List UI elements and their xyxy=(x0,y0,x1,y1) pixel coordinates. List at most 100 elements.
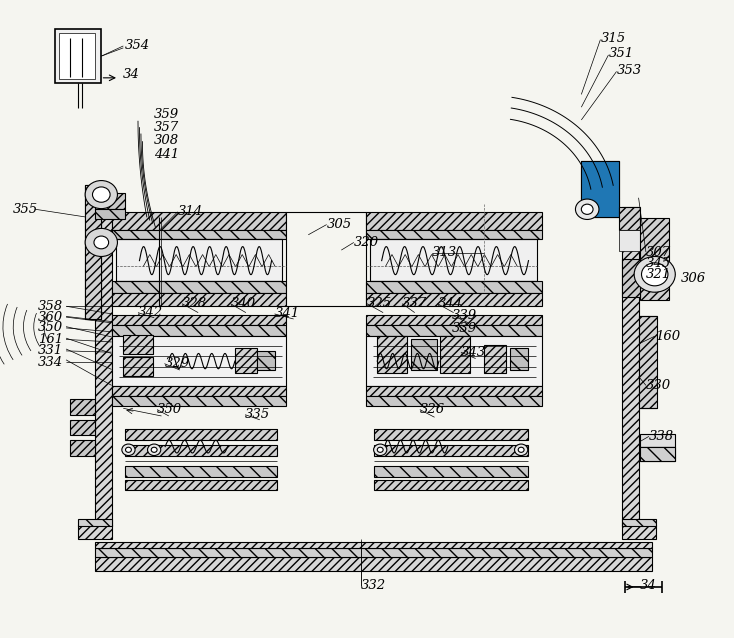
Bar xyxy=(366,315,542,325)
Text: 341: 341 xyxy=(275,308,299,320)
Text: 344: 344 xyxy=(437,297,462,310)
Circle shape xyxy=(94,236,109,249)
Bar xyxy=(112,315,286,325)
Circle shape xyxy=(642,263,668,286)
Text: 161: 161 xyxy=(38,333,63,346)
Bar xyxy=(95,209,125,219)
Circle shape xyxy=(85,181,117,209)
Bar xyxy=(411,339,437,370)
Bar xyxy=(370,239,537,281)
Text: 355: 355 xyxy=(13,203,38,216)
Text: 329: 329 xyxy=(164,357,189,370)
Bar xyxy=(85,185,101,319)
Circle shape xyxy=(581,204,593,214)
Text: 325: 325 xyxy=(367,297,392,310)
Circle shape xyxy=(374,444,387,456)
Bar xyxy=(374,429,528,440)
Circle shape xyxy=(151,447,157,452)
Circle shape xyxy=(515,444,528,456)
Text: 350: 350 xyxy=(157,403,182,416)
Text: 353: 353 xyxy=(617,64,642,77)
Bar xyxy=(85,185,101,319)
Bar xyxy=(125,466,277,477)
Bar xyxy=(257,351,275,370)
Text: 351: 351 xyxy=(608,47,633,60)
Text: 313: 313 xyxy=(432,246,457,259)
Bar xyxy=(440,336,470,373)
Circle shape xyxy=(92,187,110,202)
Text: 308: 308 xyxy=(154,134,179,147)
Text: 358: 358 xyxy=(38,300,63,313)
Bar xyxy=(619,230,640,251)
Bar xyxy=(112,396,286,406)
Bar xyxy=(377,336,407,373)
Text: 330: 330 xyxy=(646,379,671,392)
Bar xyxy=(112,293,286,306)
Bar xyxy=(619,207,640,230)
Bar xyxy=(366,230,542,239)
Bar xyxy=(581,161,619,198)
Text: 328: 328 xyxy=(182,297,207,310)
Text: 342: 342 xyxy=(138,306,163,319)
Bar xyxy=(366,386,542,396)
Text: 332: 332 xyxy=(361,579,386,592)
Text: 34: 34 xyxy=(123,68,140,80)
Circle shape xyxy=(85,228,117,256)
Text: 345: 345 xyxy=(646,257,671,270)
Text: 305: 305 xyxy=(327,218,352,231)
Text: 337: 337 xyxy=(402,297,427,310)
Bar xyxy=(95,193,125,209)
Text: 354: 354 xyxy=(125,40,150,52)
Text: 320: 320 xyxy=(354,236,379,249)
Bar xyxy=(125,480,277,490)
Bar xyxy=(78,525,112,539)
Text: 441: 441 xyxy=(154,148,179,161)
Bar xyxy=(112,212,286,230)
Bar xyxy=(640,447,675,461)
Bar xyxy=(112,336,286,386)
Bar xyxy=(112,281,286,293)
Circle shape xyxy=(148,444,161,456)
Bar xyxy=(366,212,542,230)
Bar xyxy=(112,230,286,239)
Text: 339: 339 xyxy=(452,309,477,322)
Bar xyxy=(581,161,619,217)
Text: 357: 357 xyxy=(154,121,179,134)
Text: 359: 359 xyxy=(154,108,179,121)
Bar xyxy=(55,29,101,83)
Bar xyxy=(235,348,257,373)
Bar xyxy=(125,445,277,456)
Circle shape xyxy=(126,447,131,452)
Circle shape xyxy=(377,447,383,452)
Bar xyxy=(95,207,112,526)
Bar xyxy=(125,429,277,440)
Bar xyxy=(112,386,286,396)
Bar xyxy=(640,434,675,447)
Bar xyxy=(640,218,669,300)
Bar xyxy=(366,325,542,336)
Bar xyxy=(78,519,112,526)
Text: 306: 306 xyxy=(681,272,706,285)
Text: 335: 335 xyxy=(245,408,270,421)
Bar xyxy=(366,293,542,306)
Bar xyxy=(366,396,542,406)
Bar xyxy=(95,542,652,548)
Bar xyxy=(59,33,95,79)
Text: 339: 339 xyxy=(452,322,477,335)
Bar xyxy=(374,445,528,456)
Text: 340: 340 xyxy=(230,297,255,310)
Bar xyxy=(622,519,656,526)
Text: 360: 360 xyxy=(38,311,63,323)
Bar xyxy=(286,212,366,306)
Bar xyxy=(112,325,286,336)
Bar xyxy=(116,239,282,281)
Bar xyxy=(366,336,542,386)
Bar xyxy=(123,335,153,354)
Bar xyxy=(622,207,639,526)
Bar xyxy=(70,420,95,435)
Text: 350: 350 xyxy=(38,322,63,334)
Bar xyxy=(95,548,652,557)
Bar xyxy=(640,447,675,461)
Text: 334: 334 xyxy=(38,356,63,369)
Bar xyxy=(70,440,95,456)
